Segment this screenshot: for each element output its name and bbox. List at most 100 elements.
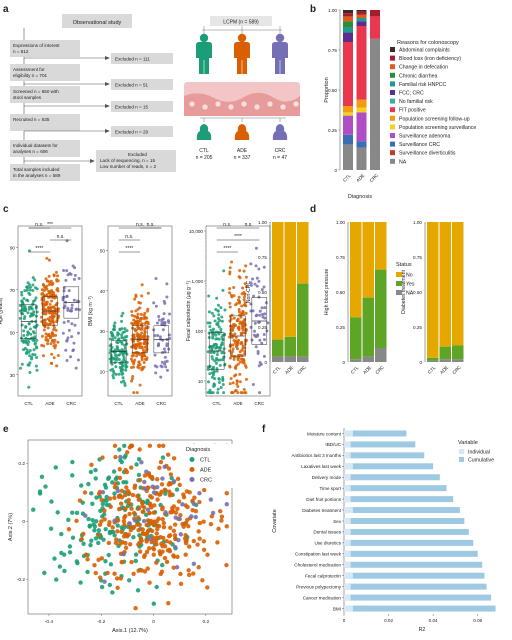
data-point xyxy=(127,542,133,547)
data-point xyxy=(163,362,167,366)
data-point xyxy=(233,389,237,393)
data-point xyxy=(28,314,32,318)
x-axis-label: Axis.1 (12.7%) xyxy=(112,628,148,634)
data-point xyxy=(20,293,24,297)
data-point xyxy=(139,460,144,465)
data-point xyxy=(31,352,35,356)
data-point xyxy=(88,542,93,548)
y-axis-label: Fecal calprotectin (μg g⁻¹) xyxy=(186,281,192,341)
data-point xyxy=(77,308,81,312)
data-point xyxy=(67,328,71,332)
data-point xyxy=(129,357,133,361)
data-point xyxy=(201,487,207,493)
legend-label: NA xyxy=(406,291,414,297)
stack-segment xyxy=(284,336,296,357)
data-point xyxy=(117,467,122,472)
data-point xyxy=(210,355,214,359)
data-point xyxy=(116,331,120,335)
data-point xyxy=(236,391,240,395)
data-point xyxy=(137,301,141,305)
data-point xyxy=(164,538,169,544)
data-point xyxy=(96,540,101,546)
data-point xyxy=(262,354,266,358)
data-point xyxy=(121,331,125,335)
y-tick-label: 0.75 xyxy=(413,255,422,260)
data-point xyxy=(243,303,247,307)
data-point xyxy=(66,517,71,523)
data-point xyxy=(54,328,58,332)
data-point xyxy=(50,299,54,303)
data-point xyxy=(137,326,141,330)
data-point xyxy=(136,365,140,369)
data-point xyxy=(140,327,144,331)
data-point xyxy=(115,585,120,590)
data-point xyxy=(133,297,137,301)
data-point xyxy=(27,385,31,389)
data-point xyxy=(154,535,159,541)
data-point xyxy=(39,474,45,480)
data-point xyxy=(136,472,142,478)
data-point xyxy=(214,342,218,346)
data-point xyxy=(137,477,143,483)
data-point xyxy=(262,338,266,342)
data-point xyxy=(253,282,257,286)
data-point xyxy=(31,330,35,334)
data-point xyxy=(40,292,44,296)
data-point xyxy=(242,290,246,294)
data-point xyxy=(123,480,129,485)
data-point xyxy=(140,346,144,350)
data-point xyxy=(191,538,196,544)
data-point xyxy=(104,502,110,508)
data-point xyxy=(112,484,118,490)
data-point xyxy=(216,350,220,354)
data-point xyxy=(51,313,55,317)
data-point xyxy=(30,336,34,340)
data-point xyxy=(142,505,147,510)
data-point xyxy=(236,298,240,302)
data-point xyxy=(45,294,49,298)
data-point xyxy=(33,278,37,282)
data-point xyxy=(92,562,97,568)
stack-segment xyxy=(272,339,284,357)
data-point xyxy=(122,522,127,528)
x-tick-label: CRC xyxy=(369,172,380,183)
flow-arrowhead xyxy=(105,56,110,60)
data-point xyxy=(48,290,52,294)
data-point xyxy=(55,279,59,283)
data-point xyxy=(253,321,257,325)
data-point xyxy=(236,317,240,321)
data-point xyxy=(154,276,158,280)
category-label: Diabetes treatment xyxy=(302,508,342,513)
legend-label: No xyxy=(406,273,413,279)
group-n: n = 337 xyxy=(234,155,251,161)
data-point xyxy=(45,256,49,260)
bar-cumulative xyxy=(344,539,474,546)
legend-label: Surveillance CRC xyxy=(399,142,440,148)
bar-individual xyxy=(344,550,351,557)
data-point xyxy=(222,269,226,273)
data-point xyxy=(123,513,128,519)
data-point xyxy=(258,391,262,395)
data-point xyxy=(37,489,43,494)
y-tick-label: 100 xyxy=(195,329,203,334)
data-point xyxy=(249,302,253,306)
data-point xyxy=(168,525,173,530)
data-point xyxy=(130,492,136,498)
data-point xyxy=(139,312,143,316)
x-tick-label: ADE xyxy=(355,173,365,183)
data-point xyxy=(136,497,142,502)
x-tick-label: 0.02 xyxy=(384,618,393,623)
y-tick-label: 0.2 xyxy=(18,461,25,467)
data-point xyxy=(111,357,115,361)
data-point xyxy=(165,295,169,299)
data-point xyxy=(155,497,160,502)
data-point xyxy=(42,295,46,299)
data-point xyxy=(163,320,167,324)
data-point xyxy=(56,287,60,291)
data-point xyxy=(151,490,157,495)
data-point xyxy=(104,494,109,500)
data-point xyxy=(46,279,50,283)
data-point xyxy=(244,264,248,268)
y-tick-label: 50 xyxy=(100,248,106,253)
data-point xyxy=(218,319,222,323)
